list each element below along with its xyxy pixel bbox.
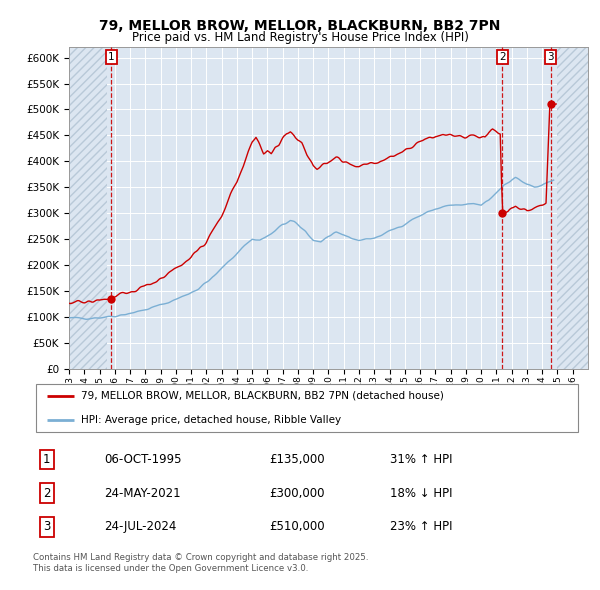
Text: 79, MELLOR BROW, MELLOR, BLACKBURN, BB2 7PN (detached house): 79, MELLOR BROW, MELLOR, BLACKBURN, BB2 … <box>82 391 444 401</box>
Text: 31% ↑ HPI: 31% ↑ HPI <box>390 453 452 466</box>
Text: 18% ↓ HPI: 18% ↓ HPI <box>390 487 452 500</box>
Text: £135,000: £135,000 <box>269 453 325 466</box>
Text: 2: 2 <box>43 487 50 500</box>
FancyBboxPatch shape <box>36 384 578 431</box>
Text: £300,000: £300,000 <box>269 487 325 500</box>
Text: Price paid vs. HM Land Registry's House Price Index (HPI): Price paid vs. HM Land Registry's House … <box>131 31 469 44</box>
Text: £510,000: £510,000 <box>269 520 325 533</box>
Text: 2: 2 <box>499 52 506 62</box>
Text: 79, MELLOR BROW, MELLOR, BLACKBURN, BB2 7PN: 79, MELLOR BROW, MELLOR, BLACKBURN, BB2 … <box>100 19 500 33</box>
Text: 24-JUL-2024: 24-JUL-2024 <box>104 520 177 533</box>
Text: 3: 3 <box>547 52 554 62</box>
Text: 23% ↑ HPI: 23% ↑ HPI <box>390 520 452 533</box>
Text: 1: 1 <box>108 52 115 62</box>
Text: HPI: Average price, detached house, Ribble Valley: HPI: Average price, detached house, Ribb… <box>82 415 341 425</box>
Text: 24-MAY-2021: 24-MAY-2021 <box>104 487 181 500</box>
Text: Contains HM Land Registry data © Crown copyright and database right 2025.
This d: Contains HM Land Registry data © Crown c… <box>33 553 368 573</box>
Text: 06-OCT-1995: 06-OCT-1995 <box>104 453 182 466</box>
Text: 3: 3 <box>43 520 50 533</box>
Text: 1: 1 <box>43 453 50 466</box>
